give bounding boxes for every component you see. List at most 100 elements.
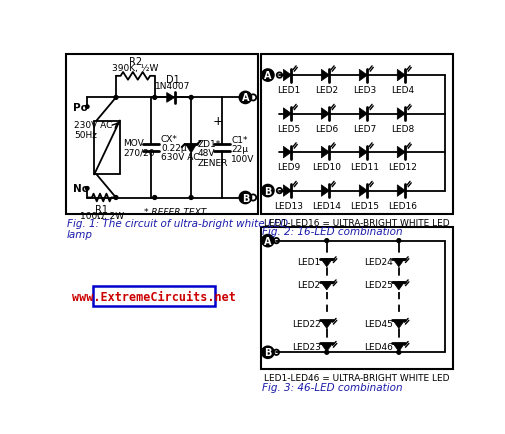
Text: Fig. 3: 46-LED combination: Fig. 3: 46-LED combination [262,381,402,391]
Circle shape [85,106,89,109]
Text: LED24: LED24 [363,257,392,266]
Polygon shape [320,344,332,352]
Polygon shape [321,70,329,82]
Circle shape [189,96,193,100]
Text: LED13: LED13 [274,201,302,210]
Bar [261,54,452,214]
Text: LED2: LED2 [297,280,320,289]
Circle shape [239,192,251,204]
Text: 1N4007: 1N4007 [155,82,190,91]
Text: 50Hz: 50Hz [74,131,97,139]
Circle shape [153,96,157,100]
Polygon shape [320,321,332,329]
Text: LED23: LED23 [291,342,320,351]
Text: LED12: LED12 [387,163,416,172]
Text: LED45: LED45 [363,319,392,328]
Polygon shape [320,259,332,267]
Polygon shape [392,321,404,329]
Polygon shape [359,108,367,120]
Text: www.ExtremeCircuits.net: www.ExtremeCircuits.net [72,290,235,303]
Polygon shape [321,185,329,197]
Text: B: B [241,193,248,203]
Polygon shape [283,147,291,158]
Text: ZD1*: ZD1* [197,140,220,149]
Circle shape [85,187,89,191]
Text: ZENER: ZENER [197,158,227,167]
Circle shape [261,70,274,82]
Text: LED2: LED2 [315,86,338,95]
Polygon shape [359,70,367,82]
Circle shape [261,185,274,197]
Text: LED14: LED14 [312,201,340,210]
Text: 100Ω, 2W: 100Ω, 2W [79,211,123,220]
Circle shape [239,92,251,104]
Text: LED4: LED4 [390,86,414,95]
Bar [94,121,120,175]
Text: R2: R2 [128,57,141,67]
Polygon shape [396,108,405,120]
Polygon shape [320,282,332,290]
Text: 230V AC: 230V AC [74,121,112,130]
Text: LED15: LED15 [349,201,378,210]
Polygon shape [283,185,291,197]
Text: Po: Po [73,102,88,112]
Text: A: A [264,236,271,246]
Text: A: A [264,71,271,81]
Polygon shape [396,70,405,82]
Text: LED1: LED1 [277,86,300,95]
Bar [261,227,452,369]
Text: LED11: LED11 [349,163,378,172]
Text: LED8: LED8 [390,124,414,133]
Text: LED1-LED46 = ULTRA-BRIGHT WHITE LED: LED1-LED46 = ULTRA-BRIGHT WHITE LED [264,373,448,382]
Text: LED10: LED10 [312,163,340,172]
Text: LED16: LED16 [387,201,417,210]
Text: LED9: LED9 [277,163,300,172]
Circle shape [324,351,328,355]
Polygon shape [321,108,329,120]
Polygon shape [166,93,174,103]
Circle shape [396,351,400,355]
Text: MOV: MOV [123,139,143,148]
Text: 0.22μ: 0.22μ [161,144,186,153]
Text: LED1: LED1 [297,257,320,266]
Text: B: B [264,348,271,358]
Text: 630V AC: 630V AC [161,153,199,162]
Text: LED3: LED3 [352,86,376,95]
Text: +: + [213,114,223,127]
Circle shape [396,239,400,243]
Polygon shape [185,145,196,154]
Text: LED7: LED7 [352,124,376,133]
Text: LED46: LED46 [363,342,392,351]
Circle shape [324,239,328,243]
Circle shape [114,96,118,100]
Text: CX*: CX* [161,135,177,143]
Circle shape [114,196,118,200]
Text: D1: D1 [166,74,179,84]
Text: LED5: LED5 [277,124,300,133]
Polygon shape [392,259,404,267]
Bar [92,286,215,306]
Text: * REFER TEXT: * REFER TEXT [144,207,207,216]
Text: Fig. 1: The circuit of ultra-bright white LED
lamp: Fig. 1: The circuit of ultra-bright whit… [67,218,288,240]
Text: A: A [241,93,248,103]
Text: LED6: LED6 [315,124,338,133]
Polygon shape [359,185,367,197]
Circle shape [189,196,193,200]
Polygon shape [359,147,367,158]
Polygon shape [321,147,329,158]
Text: LED22: LED22 [291,319,320,328]
Polygon shape [392,282,404,290]
Circle shape [153,196,157,200]
Text: 22μ: 22μ [231,145,248,154]
Text: LED25: LED25 [363,280,392,289]
Text: Fig. 2: 16-LED combination: Fig. 2: 16-LED combination [262,227,402,237]
Text: B: B [264,186,271,196]
Polygon shape [392,344,404,352]
Text: 270/20: 270/20 [123,148,154,157]
Circle shape [261,346,274,358]
Polygon shape [396,185,405,197]
Text: C1*: C1* [231,136,247,145]
Polygon shape [283,108,291,120]
Text: LED1-LED16 = ULTRA-BRIGHT WHITE LED: LED1-LED16 = ULTRA-BRIGHT WHITE LED [264,218,449,227]
Text: No: No [73,184,89,194]
